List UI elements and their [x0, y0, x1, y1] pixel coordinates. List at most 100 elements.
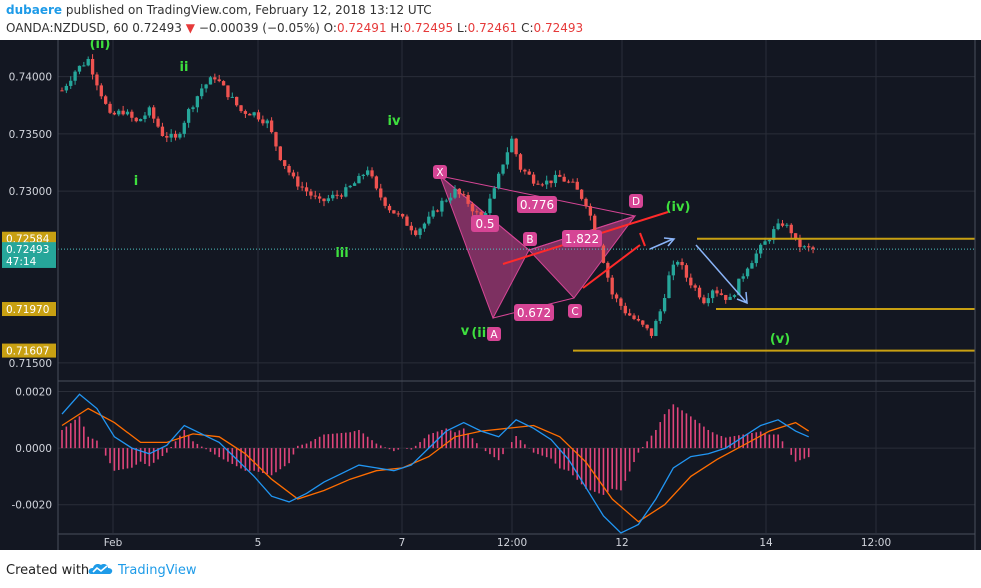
- signal-line: [61, 407, 810, 523]
- candle-body: [440, 200, 444, 212]
- candle-body: [322, 198, 326, 202]
- candle-body: [165, 135, 169, 138]
- candle-body: [448, 197, 453, 201]
- candle-body: [392, 210, 396, 214]
- ratio-badge: [562, 230, 602, 247]
- candle-body: [470, 203, 475, 212]
- time-tick-label: 5: [255, 537, 262, 549]
- price-change: −0.00039 (−0.05%): [198, 21, 320, 35]
- candle-body: [317, 196, 322, 199]
- chart-area[interactable]: (ii) ii i iv iii v (iii (iv) (v) X A B C D 0.5 0.776 1.8…: [0, 37, 981, 550]
- candle-body: [562, 176, 566, 182]
- ratio-label: 0.5: [471, 215, 499, 232]
- pattern-point-text: D: [632, 196, 640, 208]
- candle-body: [780, 223, 785, 226]
- candle-body: [536, 183, 540, 185]
- candle-body: [379, 188, 383, 198]
- candle-body: [134, 117, 138, 122]
- candle-body: [186, 109, 191, 123]
- pattern-point-text: A: [490, 329, 498, 341]
- candle-body: [689, 277, 693, 286]
- tradingview-logo-icon[interactable]: [88, 561, 114, 577]
- candle-body: [121, 110, 125, 115]
- candle-body: [400, 213, 405, 217]
- candle-body: [558, 174, 562, 177]
- candle-body: [545, 180, 549, 185]
- candle-body: [90, 58, 95, 75]
- candle-body: [344, 187, 348, 197]
- candle-body: [335, 194, 339, 196]
- ratio-label: 1.822: [562, 230, 602, 247]
- red-tick: [639, 232, 646, 247]
- candle-body: [422, 223, 427, 229]
- candle-body: [60, 90, 64, 92]
- time-tick-label: 12:00: [497, 537, 527, 549]
- time-tick-label: 14: [759, 537, 773, 549]
- open-label: O:: [323, 21, 337, 35]
- candle-body: [737, 278, 741, 296]
- wave-label: iv: [388, 114, 401, 129]
- candle-body: [593, 215, 597, 233]
- candle-body: [117, 110, 121, 115]
- candle-body: [82, 65, 86, 67]
- candle-body: [789, 224, 793, 234]
- candle-body: [309, 191, 313, 196]
- candle-body: [654, 320, 658, 336]
- pattern-point-label: B: [523, 232, 537, 246]
- candle-body: [527, 171, 531, 175]
- candle-body: [200, 88, 204, 97]
- candle-body: [217, 79, 221, 82]
- ratio-text: 0.776: [520, 198, 554, 212]
- candle-body: [221, 81, 226, 86]
- candle-body: [601, 245, 606, 263]
- price-badge-text: 0.72493: [6, 244, 49, 256]
- close-value: 0.72493: [533, 21, 584, 35]
- candle-body: [418, 228, 422, 235]
- time-tick-label: 12:00: [861, 537, 891, 549]
- ratio-text: 1.822: [565, 232, 599, 246]
- candle-body: [274, 132, 278, 147]
- candle-body: [291, 172, 296, 177]
- candle-body: [435, 210, 440, 212]
- candle-body: [776, 223, 780, 230]
- pattern-point-text: C: [571, 306, 578, 318]
- candle-body: [213, 77, 217, 80]
- candle-body: [684, 265, 689, 278]
- candle-body: [492, 188, 496, 199]
- candle-body: [252, 112, 256, 116]
- candle-body: [584, 198, 588, 207]
- ratio-label: 0.672: [514, 304, 554, 321]
- candle-body: [156, 118, 160, 127]
- candle-body: [339, 195, 344, 197]
- candle-body: [182, 122, 186, 134]
- down-arrow-icon: ▼: [185, 21, 195, 35]
- candle-body: [553, 174, 558, 184]
- price-tick-label: 0.73500: [9, 129, 52, 141]
- time-tick-label: 12: [615, 537, 628, 549]
- candle-body: [802, 246, 806, 248]
- candle-body: [763, 241, 767, 245]
- candle-body: [195, 96, 200, 108]
- ratio-badge: [517, 196, 557, 213]
- candle-body: [366, 170, 370, 175]
- candle-body: [623, 305, 627, 314]
- author-name[interactable]: dubaere: [6, 3, 63, 17]
- wave-label: (iii: [471, 326, 490, 341]
- candle-body: [208, 77, 213, 85]
- candle-body: [125, 111, 130, 115]
- ratio-label: 0.776: [517, 196, 557, 213]
- projection-arrow-down: [695, 244, 747, 303]
- candle-body: [361, 174, 365, 176]
- candle-body: [501, 164, 505, 174]
- price-tick-label: 0.73000: [9, 186, 52, 198]
- chart-footer: Created with TradingView: [0, 550, 981, 588]
- candle-body: [497, 173, 501, 189]
- candle-body: [431, 210, 435, 217]
- candle-body: [767, 239, 772, 242]
- tradingview-link[interactable]: TradingView: [118, 563, 197, 578]
- candle-body: [178, 133, 182, 138]
- candle-body: [706, 298, 710, 304]
- candle-body: [77, 65, 82, 72]
- candle-body: [226, 85, 230, 98]
